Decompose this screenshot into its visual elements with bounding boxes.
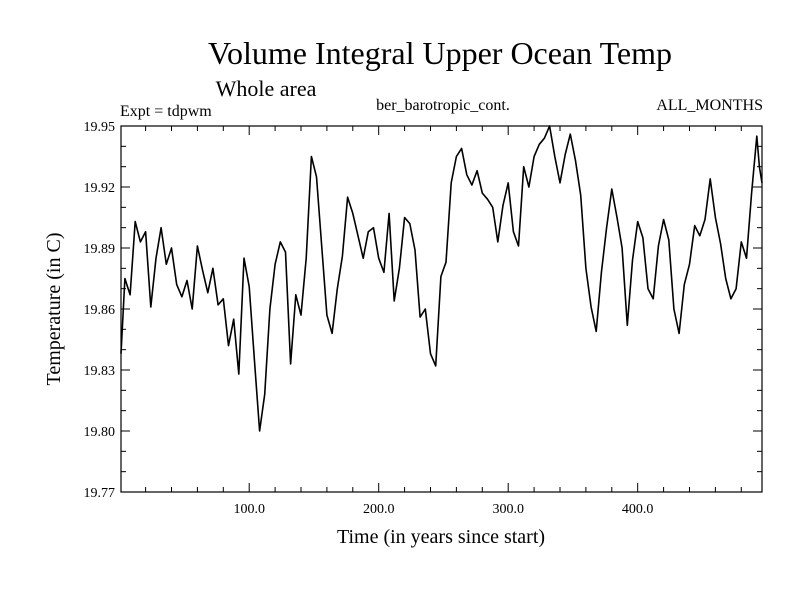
y-tick-label: 19.77	[84, 486, 116, 501]
y-tick-label: 19.83	[84, 364, 116, 379]
x-axis-label: Time (in years since start)	[337, 526, 545, 548]
y-tick-label: 19.92	[84, 181, 116, 196]
y-axis-label: Temperature (in C)	[43, 233, 65, 386]
y-tick-label: 19.89	[84, 242, 116, 257]
x-tick-label: 300.0	[492, 502, 524, 517]
months-label: ALL_MONTHS	[656, 97, 763, 114]
y-tick-label: 19.80	[84, 425, 116, 440]
y-tick-label: 19.86	[84, 303, 116, 318]
chart-subtitle: Whole area	[216, 76, 317, 101]
series-line	[120, 125, 763, 432]
dataset-label: ber_barotropic_cont.	[376, 97, 510, 114]
chart-title: Volume Integral Upper Ocean Temp	[208, 35, 672, 71]
x-tick-label: 200.0	[363, 502, 395, 517]
plot-frame	[120, 125, 763, 493]
axis-ticks: 19.77 19.80 19.83 19.86 19.89 19.92 19.95 100.0…	[84, 120, 762, 517]
experiment-label: Expt = tdpwm	[120, 103, 212, 120]
y-tick-label: 19.95	[84, 120, 116, 135]
x-tick-label: 100.0	[233, 502, 265, 517]
x-tick-label: 400.0	[622, 502, 654, 517]
series-group	[120, 125, 763, 432]
